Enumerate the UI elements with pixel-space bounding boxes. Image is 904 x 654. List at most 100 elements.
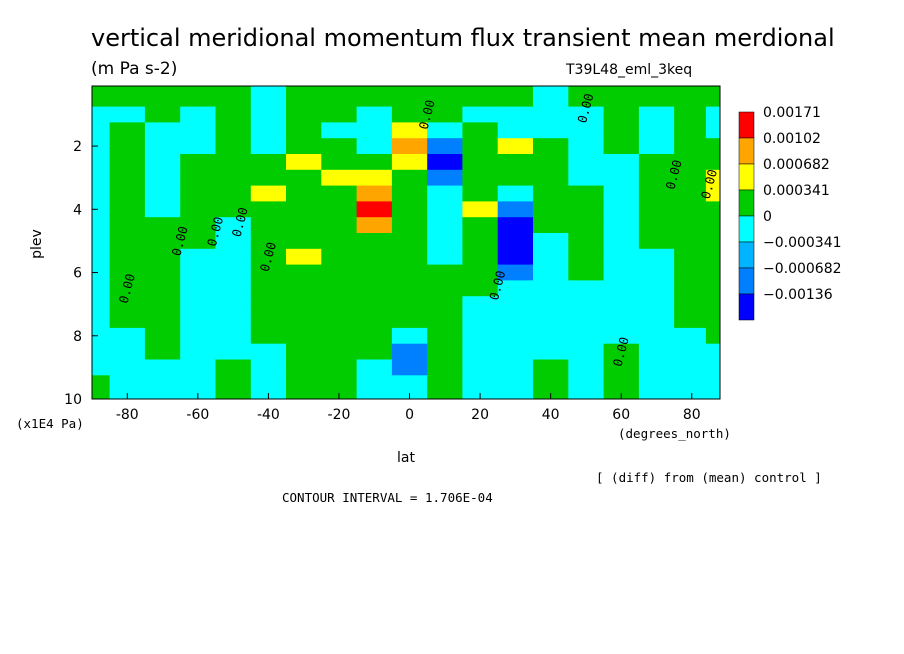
data-cell bbox=[356, 217, 393, 234]
data-cell bbox=[427, 248, 463, 266]
data-cell bbox=[356, 264, 393, 281]
data-cell bbox=[638, 327, 675, 345]
data-cell bbox=[180, 312, 216, 329]
plot-area: 0.000.00 0.00 0.000.000.000.000.000.000.00… bbox=[91, 85, 721, 400]
data-cell bbox=[180, 154, 216, 171]
data-cell bbox=[568, 296, 605, 313]
data-cell bbox=[533, 312, 569, 329]
data-cell bbox=[92, 86, 111, 108]
legend-swatch bbox=[738, 111, 755, 139]
data-cell bbox=[144, 312, 181, 329]
data-cell bbox=[705, 106, 721, 123]
data-cell bbox=[286, 359, 322, 376]
data-cell bbox=[92, 343, 111, 360]
y-tick-label: 8 bbox=[73, 329, 82, 345]
data-cell bbox=[427, 375, 463, 392]
data-cell bbox=[92, 138, 111, 155]
x-tick-label: 40 bbox=[542, 407, 560, 423]
x-tick-label: 20 bbox=[471, 407, 489, 423]
data-cell bbox=[356, 138, 393, 155]
data-cell bbox=[533, 343, 569, 360]
legend-label: −0.000341 bbox=[763, 235, 842, 251]
legend-label: 0 bbox=[763, 209, 772, 225]
data-cell bbox=[92, 122, 111, 139]
data-cell bbox=[533, 138, 569, 155]
data-cell bbox=[705, 138, 721, 155]
legend-swatch bbox=[738, 189, 755, 217]
data-cell bbox=[638, 154, 675, 171]
data-cell bbox=[144, 264, 181, 281]
data-cell bbox=[427, 296, 463, 313]
data-cell bbox=[286, 86, 322, 108]
data-cell bbox=[603, 185, 640, 202]
data-cell bbox=[144, 343, 181, 360]
data-cell bbox=[286, 201, 322, 218]
data-cell bbox=[180, 185, 216, 202]
plot-frame bbox=[91, 85, 721, 400]
data-cell bbox=[427, 359, 463, 376]
data-cell bbox=[321, 122, 358, 139]
data-cell bbox=[215, 327, 252, 345]
data-cell bbox=[215, 106, 252, 123]
legend-label: 0.00171 bbox=[763, 105, 821, 121]
data-cell bbox=[674, 327, 707, 345]
data-cell bbox=[603, 154, 640, 171]
data-cell bbox=[674, 391, 707, 400]
legend-label: −0.00136 bbox=[763, 287, 833, 303]
data-cell bbox=[391, 217, 428, 234]
data-cell bbox=[250, 343, 287, 360]
data-cell bbox=[705, 391, 721, 400]
x-axis-label: lat bbox=[397, 450, 415, 466]
data-cell bbox=[286, 375, 322, 392]
data-cell bbox=[427, 154, 463, 171]
x-axis-units: (degrees_north) bbox=[618, 426, 731, 441]
data-cell bbox=[215, 201, 252, 218]
data-cell bbox=[603, 122, 640, 139]
data-cell bbox=[391, 248, 428, 266]
data-cell bbox=[391, 264, 428, 281]
data-cell bbox=[638, 280, 675, 297]
data-cell bbox=[250, 375, 287, 392]
data-cell bbox=[250, 185, 287, 202]
data-cell bbox=[144, 122, 181, 139]
data-cell bbox=[674, 343, 707, 360]
data-cell bbox=[603, 312, 640, 329]
data-cell bbox=[286, 233, 322, 250]
data-cell bbox=[356, 201, 393, 218]
data-cell bbox=[497, 122, 534, 139]
data-cell bbox=[391, 106, 428, 123]
data-cell bbox=[391, 86, 428, 108]
data-cell bbox=[92, 154, 111, 171]
data-cell bbox=[92, 201, 111, 218]
data-cell bbox=[462, 169, 499, 187]
data-cell bbox=[356, 280, 393, 297]
data-cell bbox=[391, 185, 428, 202]
data-cell bbox=[533, 122, 569, 139]
data-cell bbox=[144, 201, 181, 218]
data-cell bbox=[321, 375, 358, 392]
y-axis: 2 4 6 8 10 bbox=[64, 139, 98, 408]
data-cell bbox=[638, 264, 675, 281]
data-cell bbox=[321, 280, 358, 297]
data-cell bbox=[92, 391, 111, 400]
data-cell bbox=[180, 296, 216, 313]
data-cell bbox=[180, 217, 216, 234]
data-cell bbox=[391, 169, 428, 187]
data-cell bbox=[321, 233, 358, 250]
data-cell bbox=[109, 217, 146, 234]
data-cell bbox=[109, 185, 146, 202]
data-cell bbox=[144, 138, 181, 155]
data-cell bbox=[533, 201, 569, 218]
data-cell bbox=[674, 154, 707, 171]
data-cell bbox=[533, 264, 569, 281]
data-cell bbox=[250, 296, 287, 313]
data-cell bbox=[533, 296, 569, 313]
data-cell bbox=[568, 248, 605, 266]
legend-label: 0.00102 bbox=[763, 131, 821, 147]
data-cell bbox=[705, 86, 721, 108]
x-tick-label: 80 bbox=[683, 407, 701, 423]
data-cell bbox=[109, 122, 146, 139]
data-cell bbox=[215, 391, 252, 400]
data-cell bbox=[391, 122, 428, 139]
data-cell bbox=[109, 201, 146, 218]
